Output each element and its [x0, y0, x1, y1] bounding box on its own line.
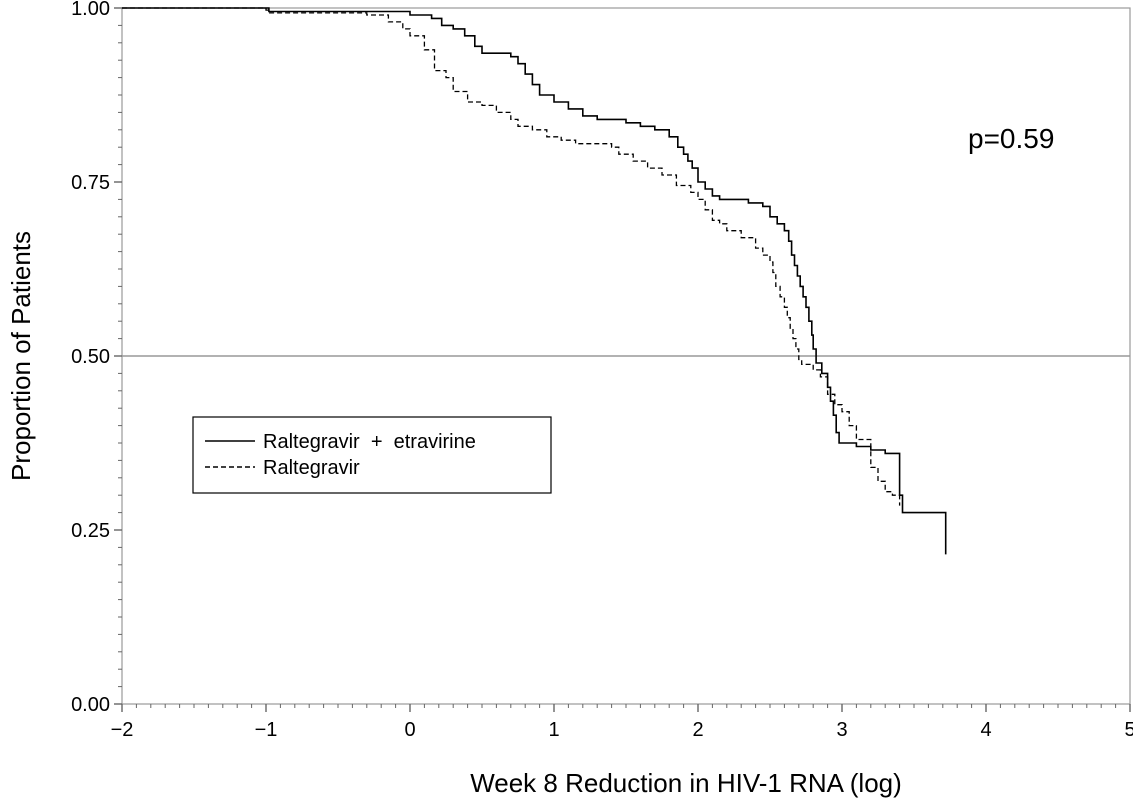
x-axis-label: Week 8 Reduction in HIV-1 RNA (log) [470, 768, 902, 798]
legend: Raltegravir + etravirine Raltegravir [192, 416, 552, 494]
y-tick-label: 0.50 [71, 346, 110, 368]
series-raltegravir-line [122, 7, 901, 506]
x-tick-label: 1 [548, 719, 559, 741]
x-tick-label: −2 [111, 719, 134, 741]
x-tick-label: 0 [404, 719, 415, 741]
legend-entry-label: Raltegravir + etravirine [263, 431, 476, 453]
series-raltegravir-etravirine-line [122, 7, 947, 555]
series-layer [122, 7, 947, 555]
axes-layer: −2 −1 0 1 2 3 4 5 0.00 0.25 0.50 0.75 1.00 [71, 0, 1133, 741]
x-tick-label: 3 [836, 719, 847, 741]
x-tick-label: 4 [980, 719, 991, 741]
x-tick-label: −1 [255, 719, 278, 741]
x-tick-label: 2 [692, 719, 703, 741]
p-value-annotation: p=0.59 [968, 123, 1054, 154]
y-tick-label: 0.25 [71, 520, 110, 542]
y-tick-label: 1.00 [71, 0, 110, 20]
y-axis-label: Proportion of Patients [6, 231, 36, 481]
y-tick-label: 0.00 [71, 694, 110, 716]
x-tick-label: 5 [1124, 719, 1133, 741]
y-tick-label: 0.75 [71, 172, 110, 194]
legend-entry-label: Raltegravir [263, 457, 360, 479]
legend-box [192, 416, 552, 494]
